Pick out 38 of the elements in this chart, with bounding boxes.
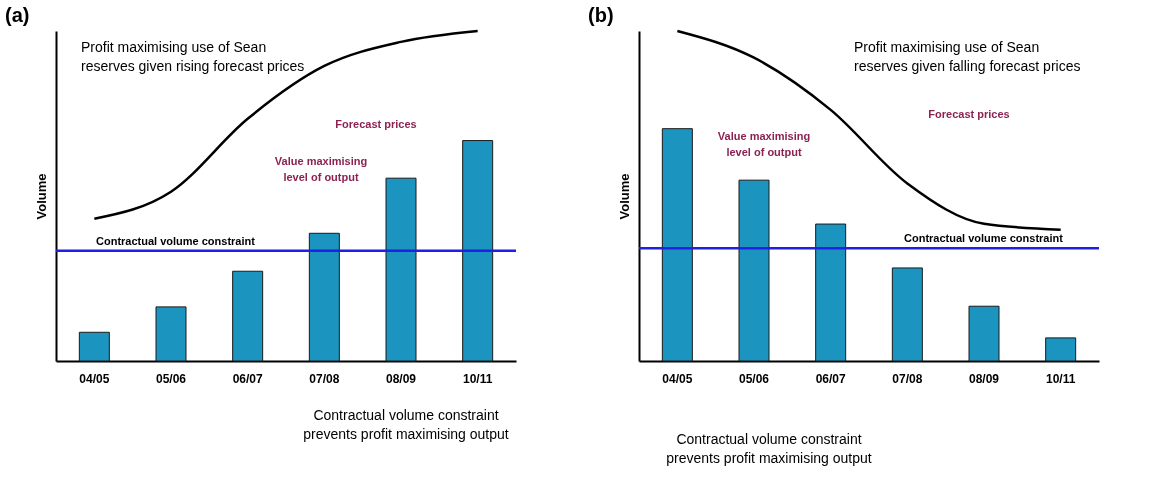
annotation: Value maximising level of output	[274, 155, 368, 183]
annotation: Profit maximising use of Sean reserves given falling forecast prices	[854, 39, 1081, 74]
bar	[385, 177, 417, 362]
bar	[1045, 337, 1077, 362]
x-tick-label: 04/05	[662, 371, 693, 386]
x-tick-label: 05/06	[155, 371, 187, 386]
text: Contractual volume constraint prevents profit maximising output	[303, 407, 509, 442]
bar	[661, 128, 693, 362]
x-tick-label: 08/09	[968, 371, 1000, 386]
bar	[968, 305, 1000, 362]
bar	[308, 232, 340, 362]
bar	[155, 306, 187, 362]
annotation: Forecast prices	[335, 118, 417, 130]
y-axis-title: Volume	[33, 173, 49, 220]
x-tick-label: 06/07	[815, 371, 847, 386]
annotation: Value maximising level of output	[717, 130, 811, 158]
bar	[462, 140, 494, 362]
x-tick-label: 04/05	[79, 371, 110, 386]
ref-line-label: Contractual volume constraint	[904, 232, 1064, 245]
bar	[232, 270, 264, 362]
x-tick-label: 08/09	[385, 371, 417, 386]
chart-title: (b)	[588, 3, 614, 26]
bar	[738, 179, 770, 362]
annotation: Forecast prices	[928, 108, 1010, 120]
x-tick-label: 07/08	[892, 371, 923, 386]
text: Contractual volume constraint prevents profit maximising output	[666, 431, 872, 466]
chart-title: (a)	[5, 3, 30, 26]
annotation: Profit maximising use of Sean reserves given rising forecast prices	[81, 39, 305, 74]
x-tick-label: 10/11	[1045, 371, 1076, 386]
bar	[815, 223, 847, 362]
bar	[891, 267, 923, 362]
y-axis-title: Volume	[616, 173, 632, 220]
bar	[78, 331, 110, 362]
x-tick-label: 05/06	[738, 371, 770, 386]
x-tick-label: 10/11	[462, 371, 493, 386]
ref-line-label: Contractual volume constraint	[96, 234, 256, 247]
x-tick-label: 06/07	[232, 371, 264, 386]
x-tick-label: 07/08	[309, 371, 340, 386]
